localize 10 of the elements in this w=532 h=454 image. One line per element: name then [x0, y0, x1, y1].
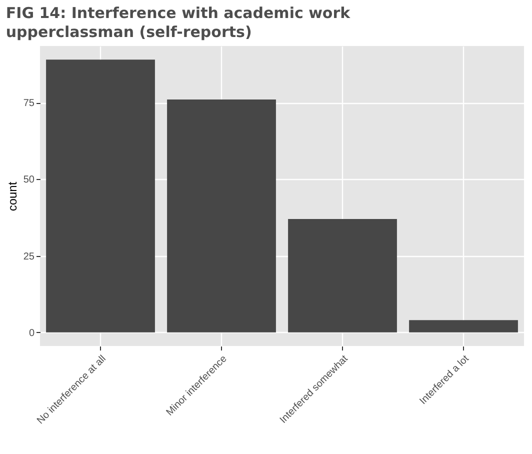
bar [167, 99, 276, 332]
chart-title: FIG 14: Interference with academic work upperclassman (self-reports) [6, 4, 352, 41]
bar [46, 60, 155, 332]
y-tick-label: 0 [28, 328, 35, 339]
y-tick-label: 75 [23, 98, 35, 110]
bar [409, 320, 518, 332]
y-axis-title: count [5, 181, 20, 212]
y-tick-label: 50 [23, 174, 35, 186]
y-tick-label: 25 [23, 251, 35, 262]
bar [288, 218, 397, 332]
